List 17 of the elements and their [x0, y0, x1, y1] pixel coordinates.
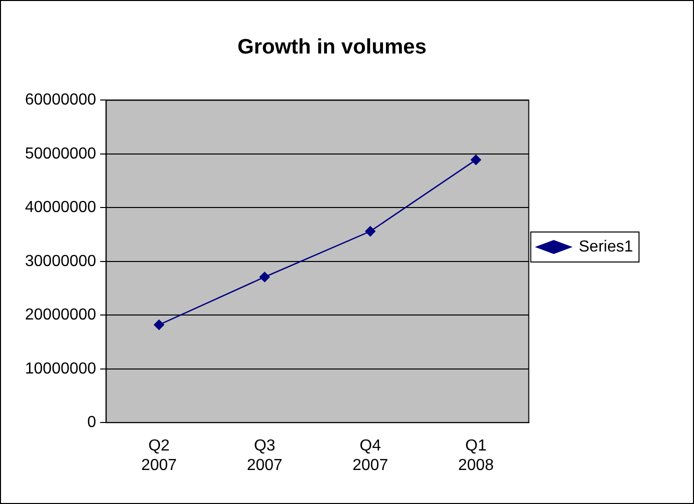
y-tick-label: 0 — [87, 414, 96, 432]
point — [470, 154, 482, 165]
x-tick-label: Q2 2007 — [141, 438, 177, 474]
y-tick-label: 40000000 — [25, 199, 96, 216]
y-tick-label: 50000000 — [25, 145, 96, 162]
point — [260, 272, 270, 282]
x-tick-label: Q4 2007 — [352, 438, 388, 474]
x-tick-label: Q1 2008 — [458, 438, 494, 474]
point — [365, 226, 376, 236]
legend-label: Series1 — [578, 238, 634, 256]
y-tick-label: 10000000 — [25, 360, 96, 378]
point — [154, 320, 164, 330]
x-tick-label: Q3 2007 — [246, 438, 283, 474]
y-tick-label: 30000000 — [25, 252, 96, 270]
y-tick-label: 20000000 — [25, 306, 96, 324]
y-tick-label: 60000000 — [25, 92, 96, 109]
chart-title: Growth in volumes — [237, 35, 427, 58]
